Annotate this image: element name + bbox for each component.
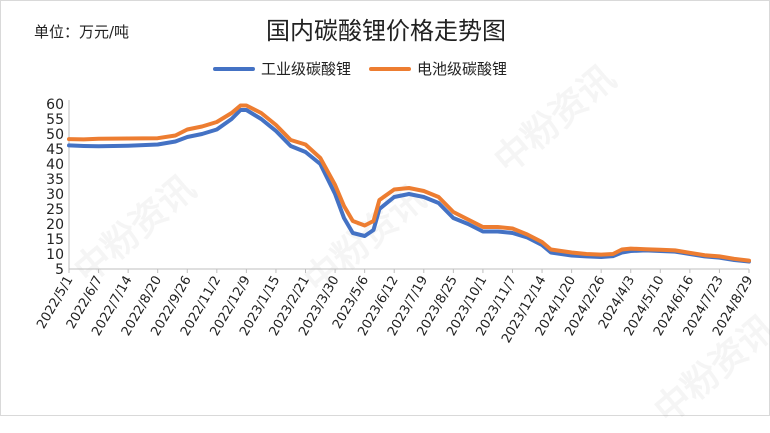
y-tick-label: 35 — [46, 172, 64, 188]
y-tick-label: 15 — [46, 232, 64, 248]
y-tick-label: 10 — [46, 247, 64, 263]
y-tick-label: 5 — [55, 262, 64, 278]
y-tick-label: 40 — [46, 157, 64, 173]
legend-swatch-industrial — [213, 66, 255, 71]
y-tick-label: 45 — [46, 142, 64, 158]
legend-label-battery: 电池级碳酸锂 — [417, 60, 508, 78]
y-tick-label: 50 — [46, 127, 64, 143]
y-tick-label: 30 — [46, 187, 64, 203]
y-tick-label: 25 — [46, 202, 64, 218]
chart-title: 国内碳酸锂价格走势图 — [266, 17, 506, 45]
y-tick-label: 60 — [46, 97, 64, 113]
legend-swatch-battery — [369, 66, 412, 71]
legend-label-industrial: 工业级碳酸锂 — [261, 60, 352, 78]
y-tick-label: 20 — [46, 217, 64, 233]
legend: 工业级碳酸锂 电池级碳酸锂 — [213, 58, 507, 79]
chart-frame: 单位：万元/吨 国内碳酸锂价格走势图 工业级碳酸锂 电池级碳酸锂 中粉资讯 中粉… — [0, 0, 770, 416]
legend-item-battery: 电池级碳酸锂 — [369, 58, 507, 79]
series-line-battery — [67, 103, 751, 263]
y-tick-label: 55 — [46, 112, 64, 128]
legend-item-industrial: 工业级碳酸锂 — [213, 58, 351, 79]
line-chart: 510152025303540455055602022/5/12022/6/72… — [34, 97, 756, 346]
series-line-industrial — [67, 108, 751, 264]
unit-label: 单位：万元/吨 — [34, 23, 130, 41]
